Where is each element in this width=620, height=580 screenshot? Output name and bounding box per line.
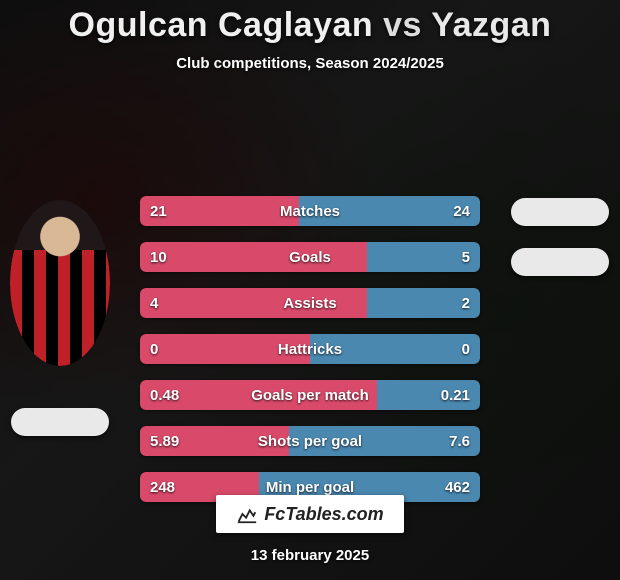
stat-label: Goals per match — [140, 380, 480, 410]
stat-row: 0.480.21Goals per match — [140, 380, 480, 410]
stat-row: 00Hattricks — [140, 334, 480, 364]
player2-name: Yazgan — [431, 6, 551, 44]
stat-label: Assists — [140, 288, 480, 318]
stat-row: 2124Matches — [140, 196, 480, 226]
player2-avatar-block — [510, 192, 610, 276]
stat-label: Hattricks — [140, 334, 480, 364]
content-root: Ogulcan Caglayan vs Yazgan Club competit… — [0, 0, 620, 580]
player2-team-pill-2 — [511, 248, 609, 276]
footer: FcTables.com 13 february 2025 — [0, 495, 620, 564]
stat-label: Matches — [140, 196, 480, 226]
player2-team-pill-1 — [511, 198, 609, 226]
date-label: 13 february 2025 — [251, 547, 369, 564]
player1-avatar — [10, 200, 110, 366]
player1-name: Ogulcan Caglayan — [69, 6, 374, 44]
stat-row: 5.897.6Shots per goal — [140, 426, 480, 456]
player1-team-pill — [11, 408, 109, 436]
page-title: Ogulcan Caglayan vs Yazgan — [69, 6, 552, 45]
subtitle: Club competitions, Season 2024/2025 — [176, 55, 444, 72]
brand-icon — [236, 503, 258, 525]
stat-label: Goals — [140, 242, 480, 272]
brand-text: FcTables.com — [264, 504, 383, 525]
stat-label: Shots per goal — [140, 426, 480, 456]
stat-row: 105Goals — [140, 242, 480, 272]
player1-avatar-block — [10, 200, 110, 436]
stat-bars: 2124Matches 105Goals 42Assists 00Hattricks 0… — [140, 196, 480, 518]
brand-box: FcTables.com — [216, 495, 403, 533]
stat-row: 42Assists — [140, 288, 480, 318]
vs-label: vs — [383, 6, 422, 44]
